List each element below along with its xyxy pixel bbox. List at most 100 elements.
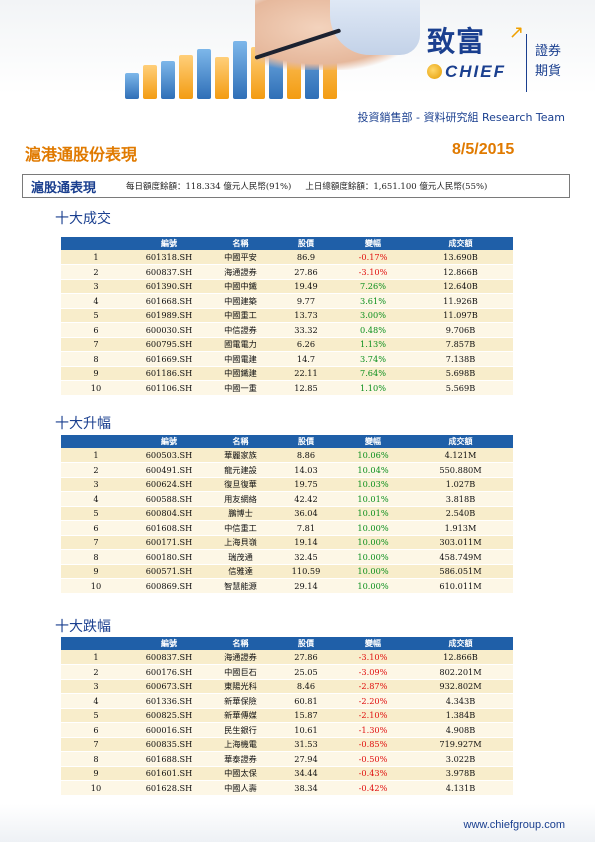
cell-change: 10.00% bbox=[338, 578, 408, 594]
cell-volume: 4.131B bbox=[408, 780, 513, 796]
table-row: 8 600180.SH 瑞茂通 32.45 10.00% 458.749M bbox=[61, 549, 513, 565]
table-header-row: 編號 名稱 股價 變幅 成交額 bbox=[61, 435, 513, 448]
cell-name: 中國一重 bbox=[207, 380, 274, 396]
header-cell: 成交額 bbox=[408, 637, 513, 650]
table-row: 10 600869.SH 智慧能源 29.14 10.00% 610.011M bbox=[61, 578, 513, 594]
cell-rank: 7 bbox=[61, 535, 131, 550]
cell-rank: 5 bbox=[61, 308, 131, 323]
cell-price: 14.7 bbox=[274, 351, 338, 367]
cell-rank: 10 bbox=[61, 380, 131, 396]
cell-rank: 2 bbox=[61, 264, 131, 280]
cell-price: 25.05 bbox=[274, 664, 338, 680]
cell-rank: 4 bbox=[61, 293, 131, 309]
cell-name: 用友網絡 bbox=[207, 491, 274, 507]
cell-price: 19.49 bbox=[274, 279, 338, 294]
cell-name: 上海貝嶺 bbox=[207, 535, 274, 550]
cell-code: 601390.SH bbox=[131, 279, 207, 294]
cell-code: 601668.SH bbox=[131, 293, 207, 309]
cell-change: 3.61% bbox=[338, 293, 408, 309]
cell-change: 10.06% bbox=[338, 448, 408, 463]
cell-change: 7.64% bbox=[338, 366, 408, 381]
cell-price: 38.34 bbox=[274, 780, 338, 796]
cell-rank: 5 bbox=[61, 708, 131, 723]
cell-code: 600869.SH bbox=[131, 578, 207, 594]
header-cell: 變幅 bbox=[338, 637, 408, 650]
cell-rank: 3 bbox=[61, 279, 131, 294]
cell-volume: 12.866B bbox=[408, 264, 513, 280]
cell-price: 8.86 bbox=[274, 448, 338, 463]
cell-code: 600795.SH bbox=[131, 337, 207, 352]
cell-code: 600571.SH bbox=[131, 564, 207, 579]
logo-circle-icon bbox=[427, 64, 442, 79]
cell-volume: 7.857B bbox=[408, 337, 513, 352]
cell-price: 14.03 bbox=[274, 462, 338, 478]
logo-arrow-icon: ↗ bbox=[509, 22, 525, 43]
cell-rank: 9 bbox=[61, 766, 131, 781]
cell-volume: 2.540B bbox=[408, 506, 513, 521]
cell-code: 600837.SH bbox=[131, 650, 207, 665]
cell-code: 600624.SH bbox=[131, 477, 207, 492]
header-cell: 名稱 bbox=[207, 435, 274, 448]
cell-code: 600825.SH bbox=[131, 708, 207, 723]
cell-change: 7.26% bbox=[338, 279, 408, 294]
cell-rank: 1 bbox=[61, 448, 131, 463]
cell-name: 中國鐵建 bbox=[207, 366, 274, 381]
quota-box: 滬股通表現 每日額度餘額：118.334 億元人民幣(91%) 上日總額度餘額：… bbox=[22, 174, 570, 198]
cell-code: 600016.SH bbox=[131, 722, 207, 738]
cell-code: 600503.SH bbox=[131, 448, 207, 463]
cell-name: 中國中鐵 bbox=[207, 279, 274, 294]
table-row: 3 600673.SH 東陽光科 8.46 -2.87% 932.802M bbox=[61, 679, 513, 694]
top-gainers-table: 編號 名稱 股價 變幅 成交額 1 600503.SH 華麗家族 8.86 10.06% 4.121… bbox=[61, 435, 513, 594]
table-row: 9 600571.SH 信雅達 110.59 10.00% 586.051M bbox=[61, 564, 513, 579]
cell-price: 19.75 bbox=[274, 477, 338, 492]
cell-price: 22.11 bbox=[274, 366, 338, 381]
header-cell: 股價 bbox=[274, 435, 338, 448]
cell-name: 華麗家族 bbox=[207, 448, 274, 463]
cell-price: 9.77 bbox=[274, 293, 338, 309]
cell-name: 龍元建設 bbox=[207, 462, 274, 478]
footer-decoration bbox=[0, 804, 595, 842]
table-row: 4 600588.SH 用友網絡 42.42 10.01% 3.818B bbox=[61, 491, 513, 507]
cell-rank: 8 bbox=[61, 751, 131, 767]
cell-code: 600673.SH bbox=[131, 679, 207, 694]
cell-name: 中國人壽 bbox=[207, 780, 274, 796]
department-label: 投資銷售部 - 資料研究組 Research Team bbox=[357, 111, 566, 124]
table-row: 3 601390.SH 中國中鐵 19.49 7.26% 12.640B bbox=[61, 279, 513, 294]
cell-change: -3.09% bbox=[338, 664, 408, 680]
table-row: 2 600837.SH 海通證券 27.86 -3.10% 12.866B bbox=[61, 264, 513, 280]
cell-rank: 8 bbox=[61, 351, 131, 367]
quota-title: 滬股通表現 bbox=[31, 180, 97, 196]
cell-rank: 9 bbox=[61, 564, 131, 579]
table-row: 10 601106.SH 中國一重 12.85 1.10% 5.569B bbox=[61, 380, 513, 396]
cell-price: 34.44 bbox=[274, 766, 338, 781]
cell-name: 中國重工 bbox=[207, 308, 274, 323]
cell-code: 601106.SH bbox=[131, 380, 207, 396]
cell-change: -0.17% bbox=[338, 250, 408, 265]
table-row: 5 600825.SH 新華傳媒 15.87 -2.10% 1.384B bbox=[61, 708, 513, 723]
footer-website[interactable]: www.chiefgroup.com bbox=[463, 819, 566, 831]
cell-code: 600835.SH bbox=[131, 737, 207, 752]
total-quota-balance: 上日總額度餘額：1,651.100 億元人民幣(55%) bbox=[305, 182, 488, 192]
cell-rank: 7 bbox=[61, 337, 131, 352]
cell-code: 600180.SH bbox=[131, 549, 207, 565]
table-row: 5 601989.SH 中國重工 13.73 3.00% 11.097B bbox=[61, 308, 513, 323]
header-cell: 變幅 bbox=[338, 237, 408, 250]
cell-rank: 10 bbox=[61, 780, 131, 796]
cell-rank: 1 bbox=[61, 650, 131, 665]
cell-code: 601318.SH bbox=[131, 250, 207, 265]
cell-rank: 10 bbox=[61, 578, 131, 594]
top-losers-table: 編號 名稱 股價 變幅 成交額 1 600837.SH 海通證券 27.86 -3.10% 12.8… bbox=[61, 637, 513, 796]
cell-volume: 11.097B bbox=[408, 308, 513, 323]
cell-rank: 9 bbox=[61, 366, 131, 381]
cell-name: 華泰證券 bbox=[207, 751, 274, 767]
cell-volume: 932.802M bbox=[408, 679, 513, 694]
table-row: 4 601668.SH 中國建築 9.77 3.61% 11.926B bbox=[61, 293, 513, 309]
cell-rank: 7 bbox=[61, 737, 131, 752]
header-cell-rank bbox=[61, 237, 131, 250]
cell-volume: 586.051M bbox=[408, 564, 513, 579]
cell-code: 600491.SH bbox=[131, 462, 207, 478]
header-cell: 股價 bbox=[274, 637, 338, 650]
cell-volume: 4.343B bbox=[408, 693, 513, 709]
cell-rank: 3 bbox=[61, 679, 131, 694]
table-row: 2 600176.SH 中國巨石 25.05 -3.09% 802.201M bbox=[61, 664, 513, 680]
